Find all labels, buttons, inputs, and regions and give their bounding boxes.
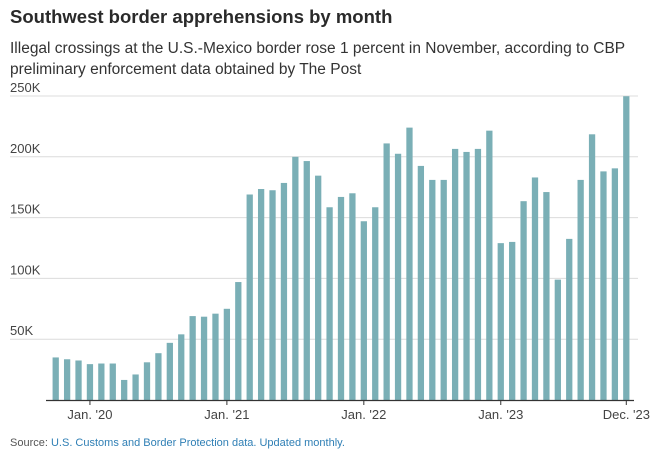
- y-tick-label: 150K: [10, 202, 41, 217]
- bar: [588, 134, 596, 401]
- y-tick-label: 200K: [10, 141, 41, 156]
- y-tick-label: 250K: [10, 80, 41, 95]
- bar: [486, 130, 493, 400]
- bar: [86, 364, 94, 400]
- bar: [189, 316, 196, 400]
- bar: [337, 196, 345, 400]
- bar: [166, 342, 173, 400]
- bar: [75, 360, 82, 400]
- chart-subtitle: Illegal crossings at the U.S.-Mexico bor…: [10, 40, 625, 78]
- bar: [269, 190, 276, 400]
- axes: Jan. '20 Jan. '21 Jan. '22 Jan. '23 Dec. '23: [46, 399, 650, 422]
- bar: [200, 316, 208, 400]
- bar: [383, 143, 390, 401]
- source-label: Source:: [10, 437, 48, 449]
- bar: [474, 148, 482, 400]
- bars: [52, 96, 630, 401]
- bar: [143, 362, 151, 400]
- bar: [121, 379, 128, 400]
- bar: [577, 179, 584, 400]
- bar: [497, 243, 504, 400]
- bar: [132, 374, 139, 400]
- source-link[interactable]: U.S. Customs and Border Protection data.…: [50, 437, 345, 449]
- bar: [451, 148, 459, 400]
- bar: [98, 363, 105, 400]
- bar: [463, 151, 470, 400]
- x-tick-label: Dec. '23: [603, 407, 650, 422]
- bar: [326, 207, 333, 400]
- bar: [440, 179, 447, 400]
- bar: [63, 359, 71, 400]
- bar: [520, 201, 527, 400]
- bar: [235, 282, 242, 400]
- x-tick-label: Jan. '23: [478, 407, 523, 422]
- bar: [52, 357, 59, 400]
- y-tick-label: 100K: [10, 262, 41, 277]
- bar: [554, 279, 561, 400]
- bar: [623, 96, 630, 401]
- bar: [246, 194, 253, 400]
- bar: [349, 193, 356, 400]
- bar: [417, 165, 425, 400]
- bar: [315, 175, 322, 400]
- bar: [566, 238, 573, 400]
- x-tick-label: Jan. '20: [67, 407, 112, 422]
- bar: [394, 153, 402, 400]
- x-tick-label: Jan. '22: [341, 407, 386, 422]
- bar: [429, 179, 436, 400]
- y-tick-label: 50K: [10, 323, 33, 338]
- bar: [543, 192, 550, 400]
- bar: [611, 168, 619, 400]
- bar: [292, 156, 299, 400]
- chart-title: Southwest border apprehensions by month: [10, 6, 393, 27]
- bar: [372, 207, 379, 400]
- bar: [303, 161, 310, 400]
- bar: [223, 308, 231, 400]
- bar: [406, 127, 413, 401]
- bar: [280, 182, 288, 400]
- bar: [212, 313, 219, 400]
- bar: [178, 334, 185, 400]
- bar: [600, 171, 607, 400]
- bar: [360, 221, 367, 400]
- x-tick-label: Jan. '21: [204, 407, 249, 422]
- bar: [257, 189, 265, 400]
- bar: [109, 363, 116, 400]
- bar: [509, 241, 516, 400]
- bar: [531, 177, 539, 400]
- bar: [155, 353, 162, 400]
- source-note: Source: U.S. Customs and Border Protecti…: [10, 437, 345, 449]
